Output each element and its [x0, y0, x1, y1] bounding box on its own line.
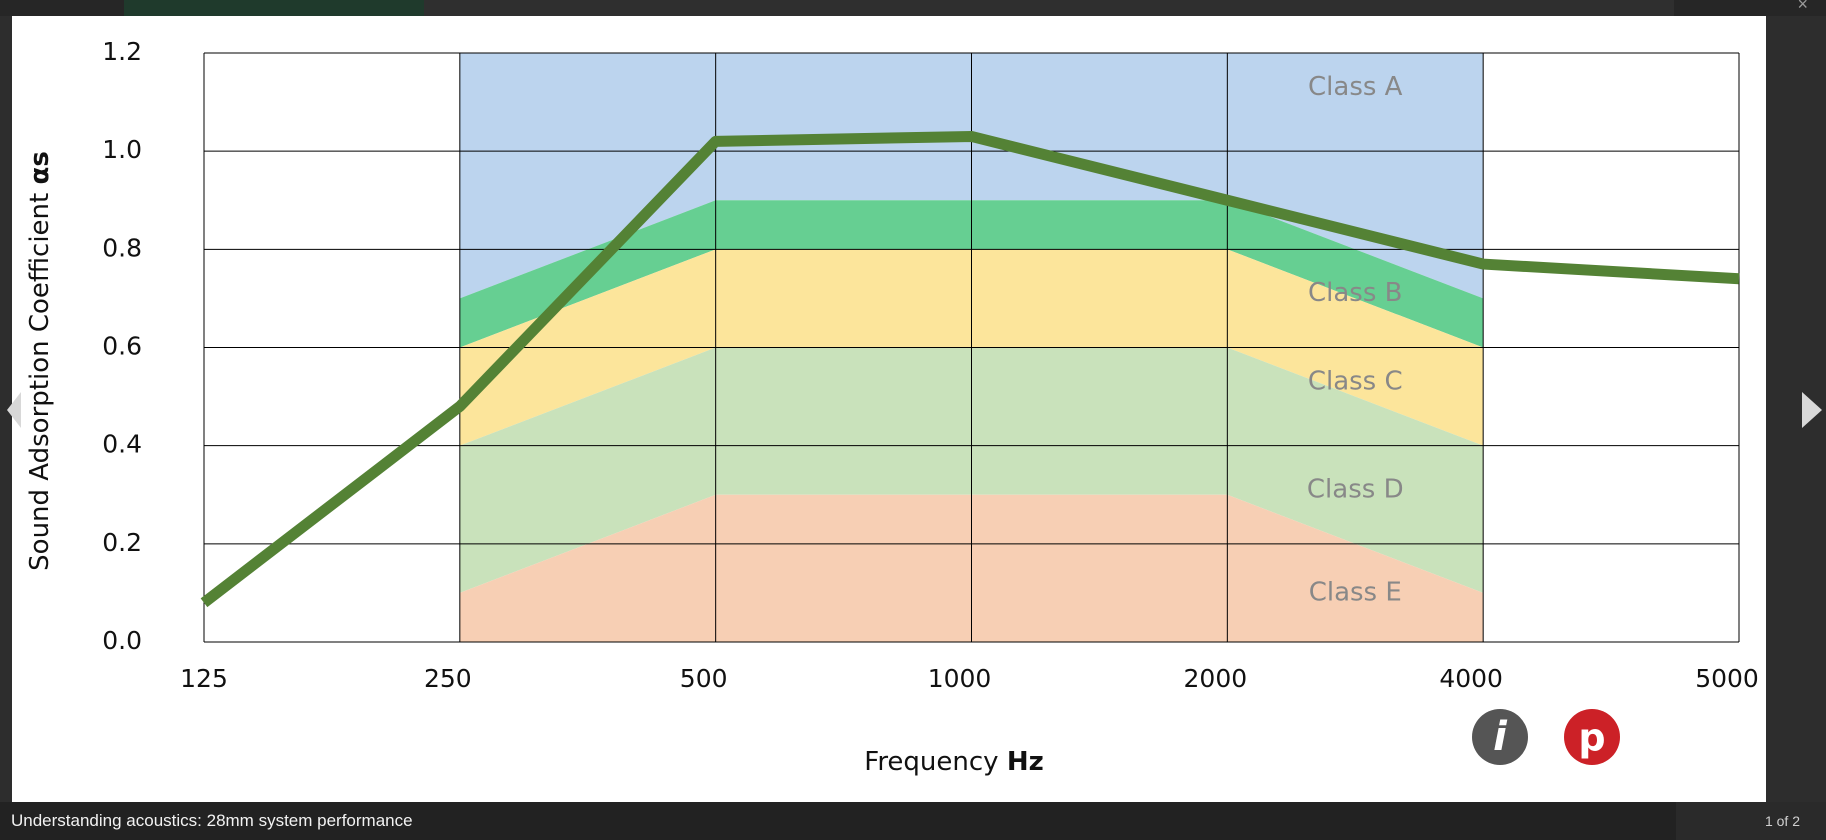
background-strip [424, 0, 1674, 16]
pinterest-icon[interactable]: p [1564, 709, 1620, 765]
image-frame: Class A Class B Class C Class D Class E 0.0 0.… [12, 16, 1766, 802]
x-tick-label: 125 [180, 664, 228, 693]
chart: Class A Class B Class C Class D Class E 0.0 0.… [25, 37, 1759, 777]
x-tick-label: 2000 [1184, 664, 1248, 693]
background-tab [124, 0, 424, 16]
previous-arrow-icon[interactable] [0, 388, 28, 432]
pinterest-icon-circle [1564, 709, 1620, 765]
class-label: Class C [1308, 366, 1403, 396]
x-tick-label: 5000 [1695, 664, 1759, 693]
info-icon-glyph: i [1493, 714, 1508, 760]
x-axis-label-unit: Hz [1007, 747, 1044, 777]
y-tick-label: 0.6 [102, 332, 142, 361]
y-tick-label: 1.0 [102, 135, 142, 164]
caption-side-panel [1676, 802, 1826, 840]
y-axis-label-symbol: αs [25, 151, 55, 184]
class-label: Class B [1308, 278, 1403, 308]
x-tick-label: 250 [424, 664, 472, 693]
x-tick-label: 4000 [1439, 664, 1503, 693]
y-axis-label: Sound Adsorption Coefficient αs [25, 151, 55, 571]
info-icon-circle [1472, 709, 1528, 765]
info-icon[interactable]: i [1472, 709, 1528, 765]
grid [203, 52, 1740, 643]
caption-bar: Understanding acoustics: 28mm system per… [0, 802, 1826, 840]
x-axis-label-text: Frequency [864, 747, 1007, 777]
y-tick-label: 0.8 [102, 233, 142, 262]
x-tick-label: 1000 [928, 664, 992, 693]
class-label: Class E [1309, 577, 1402, 607]
y-tick-label: 0.0 [102, 626, 142, 655]
class-label: Class D [1307, 474, 1404, 504]
y-tick-label: 1.2 [102, 37, 142, 66]
x-tick-label: 500 [680, 664, 728, 693]
pinterest-icon-glyph: p [1578, 716, 1605, 760]
image-counter: 1 of 2 [1764, 813, 1800, 829]
y-axis-label-text: Sound Adsorption Coefficient [25, 185, 55, 571]
top-strip [0, 0, 1826, 16]
x-axis-label: Frequency Hz [864, 747, 1044, 777]
y-tick-label: 0.4 [102, 430, 142, 459]
image-caption: Understanding acoustics: 28mm system per… [11, 811, 413, 830]
next-arrow-icon[interactable] [1798, 388, 1826, 432]
y-tick-label: 0.2 [102, 528, 142, 557]
class-label: Class A [1308, 72, 1403, 102]
close-icon[interactable]: × [1797, 0, 1808, 14]
